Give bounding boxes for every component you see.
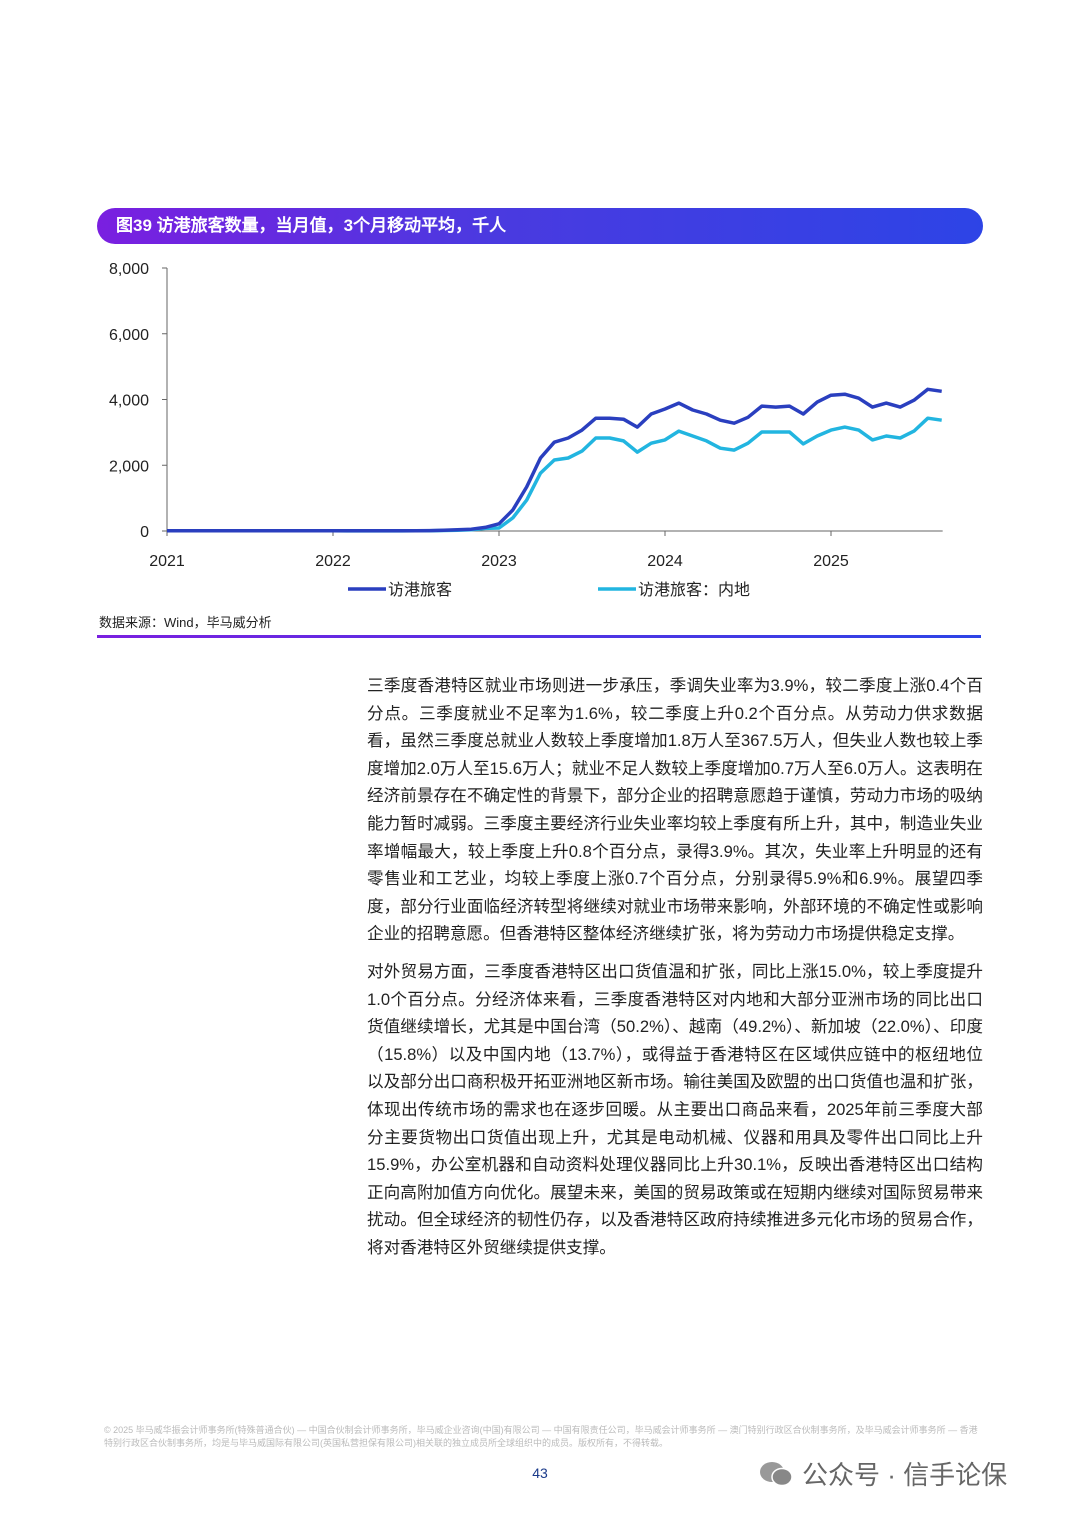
paragraph-trade: 对外贸易方面，三季度香港特区出口货值温和扩张，同比上涨15.0%，较上季度提升1… — [367, 961, 983, 1257]
series-line-1 — [167, 416, 942, 533]
legend-label: 访港旅客 — [388, 581, 452, 599]
legend-label: 访港旅客：内地 — [638, 581, 750, 599]
watermark: 公众号 · 信手论保 — [758, 1455, 1007, 1492]
paragraph-employment: 三季度香港特区就业市场则进一步承压，季调失业率为3.9%，较二季度上涨0.4个百… — [367, 676, 983, 944]
x-tick-label: 2024 — [647, 553, 683, 570]
y-tick-label: 2,000 — [109, 458, 149, 475]
x-tick-label: 2022 — [315, 553, 351, 570]
body-text: 三季度香港特区就业市场则进一步承压，季调失业率为3.9%，较二季度上涨0.4个百… — [367, 672, 983, 1271]
y-tick-label: 8,000 — [109, 261, 149, 278]
visitor-line-chart: 0 2,000 4,000 6,000 8,000 2021 2022 2023 2024 202… — [109, 261, 943, 599]
chart-axes: 0 2,000 4,000 6,000 8,000 2021 2022 2023 2024 202… — [109, 261, 943, 570]
x-tick-label: 2023 — [481, 553, 517, 570]
watermark-text: 公众号 · 信手论保 — [802, 1460, 1008, 1490]
y-tick-label: 6,000 — [109, 327, 149, 344]
x-tick-label: 2025 — [813, 553, 849, 570]
chart-legend: 访港旅客 访港旅客：内地 — [348, 581, 750, 599]
wechat-icon — [760, 1461, 793, 1486]
divider — [97, 635, 981, 638]
data-source: 数据来源：Wind，毕马威分析 — [99, 615, 272, 630]
chart-lines — [167, 387, 942, 533]
figure-title-bar: 图39 访港旅客数量，当月值，3个月移动平均，千人 — [97, 208, 983, 244]
y-tick-label: 0 — [140, 524, 149, 541]
figure-title: 图39 访港旅客数量，当月值，3个月移动平均，千人 — [116, 216, 507, 235]
series-line-0 — [167, 387, 942, 533]
legal-footer: © 2025 毕马威华振会计师事务所(特殊普通合伙) — 中国合伙制会计师事务所… — [104, 1425, 978, 1448]
page-number: 43 — [532, 1465, 548, 1481]
y-tick-label: 4,000 — [109, 393, 149, 410]
x-tick-label: 2021 — [149, 553, 185, 570]
